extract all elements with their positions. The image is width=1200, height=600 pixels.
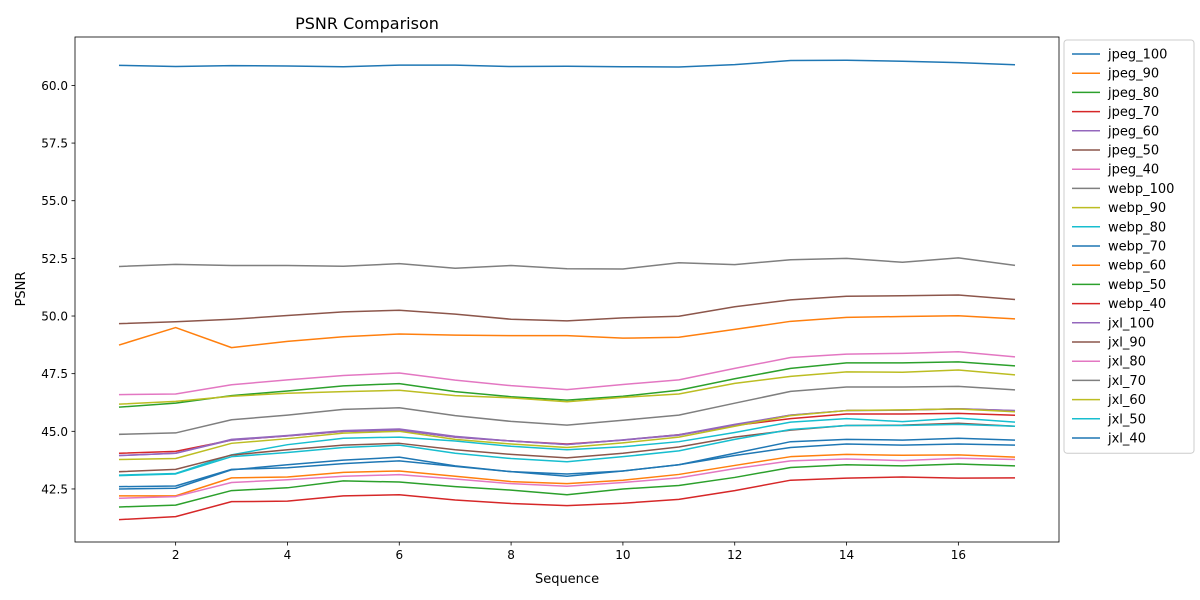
y-tick-label: 47.5 [41, 367, 68, 381]
legend-label-jpeg_90: jpeg_90 [1107, 67, 1159, 82]
x-tick-label: 12 [727, 548, 742, 562]
y-tick-label: 60.0 [41, 79, 68, 93]
legend-box [1063, 39, 1195, 454]
x-tick-label: 4 [284, 548, 292, 562]
plot-area: 2 4 6 8 10 12 14 16 42.5 45.0 47.5 50.0 52.5 55.0 57.5… [41, 36, 1060, 562]
legend: jpeg_100 jpeg_90 jpeg_80 jpeg_70 jpeg_60jpeg… [1063, 39, 1195, 454]
legend-label-webp_70: webp_70 [1108, 240, 1166, 255]
x-tick-label: 6 [395, 548, 403, 562]
y-tick-label: 45.0 [41, 425, 68, 439]
legend-label-jpeg_80: jpeg_80 [1107, 86, 1159, 101]
x-tick-label: 8 [507, 548, 515, 562]
series-line-jpeg_90 [118, 315, 1016, 349]
legend-label-jxl_80: jxl_80 [1107, 355, 1146, 370]
series-line-webp_90 [118, 369, 1016, 405]
y-tick-label: 42.5 [41, 482, 68, 496]
legend-label-webp_50: webp_50 [1108, 278, 1166, 293]
legend-label-jpeg_100: jpeg_100 [1107, 48, 1167, 63]
x-tick-label: 16 [951, 548, 966, 562]
legend-label-jpeg_70: jpeg_70 [1107, 105, 1159, 120]
legend-label-jxl_60: jxl_60 [1107, 393, 1146, 408]
legend-label-webp_60: webp_60 [1108, 259, 1166, 274]
legend-label-jxl_90: jxl_90 [1107, 336, 1146, 351]
series-line-webp_100 [118, 257, 1016, 270]
chart-title: PSNR Comparison [295, 14, 439, 33]
series-line-webp_50 [118, 463, 1016, 508]
legend-label-jpeg_60: jpeg_60 [1107, 124, 1159, 139]
series-line-jpeg_50 [118, 294, 1016, 325]
series-line-jxl_60 [118, 408, 1016, 461]
y-tick-label: 50.0 [41, 310, 68, 324]
y-tick-label: 55.0 [41, 194, 68, 208]
legend-label-webp_40: webp_40 [1108, 297, 1166, 312]
series-line-jxl_50 [118, 423, 1016, 477]
x-tick-label: 14 [839, 548, 854, 562]
legend-label-jxl_100: jxl_100 [1107, 316, 1154, 331]
legend-label-jpeg_50: jpeg_50 [1107, 144, 1159, 159]
series-line-jpeg_60 [118, 407, 1016, 457]
y-tick-label: 57.5 [41, 137, 68, 151]
series-line-webp_70 [118, 443, 1016, 488]
series-line-jpeg_80 [118, 361, 1016, 408]
series-line-jxl_100 [118, 407, 1016, 457]
series-line-jpeg_100 [118, 59, 1016, 68]
y-tick-label: 52.5 [41, 252, 68, 266]
series-line-jpeg_40 [118, 351, 1016, 396]
plot-frame [74, 36, 1060, 543]
series-line-webp_60 [118, 453, 1016, 497]
series-line-webp_80 [118, 417, 1016, 476]
series-line-jxl_70 [118, 385, 1016, 436]
series-line-webp_40 [118, 476, 1016, 521]
legend-label-jxl_50: jxl_50 [1107, 412, 1146, 427]
legend-label-jpeg_40: jpeg_40 [1107, 163, 1159, 178]
series-line-jxl_40 [118, 437, 1016, 490]
legend-label-jxl_40: jxl_40 [1107, 432, 1146, 447]
legend-label-webp_90: webp_90 [1108, 201, 1166, 216]
legend-label-webp_100: webp_100 [1108, 182, 1174, 197]
series-line-jxl_80 [118, 457, 1016, 499]
y-axis-label: PSNR [14, 272, 29, 307]
x-tick-label: 2 [172, 548, 180, 562]
x-axis-label: Sequence [535, 572, 599, 587]
legend-label-jxl_70: jxl_70 [1107, 374, 1146, 389]
legend-label-webp_80: webp_80 [1108, 220, 1166, 235]
x-tick-label: 10 [615, 548, 630, 562]
